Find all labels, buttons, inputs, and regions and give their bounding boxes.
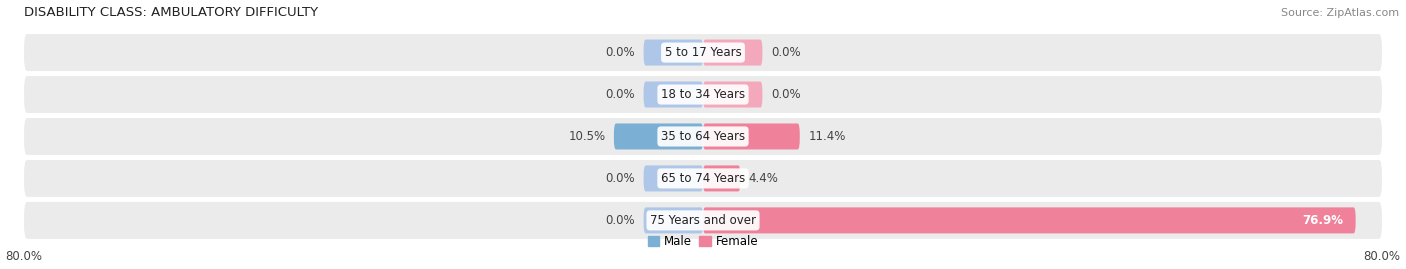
Text: 0.0%: 0.0%	[606, 88, 636, 101]
Text: 35 to 64 Years: 35 to 64 Years	[661, 130, 745, 143]
FancyBboxPatch shape	[644, 82, 703, 108]
Text: Source: ZipAtlas.com: Source: ZipAtlas.com	[1281, 8, 1399, 18]
Text: 76.9%: 76.9%	[1302, 214, 1343, 227]
FancyBboxPatch shape	[703, 207, 1355, 233]
Text: 75 Years and over: 75 Years and over	[650, 214, 756, 227]
FancyBboxPatch shape	[644, 207, 703, 233]
Text: DISABILITY CLASS: AMBULATORY DIFFICULTY: DISABILITY CLASS: AMBULATORY DIFFICULTY	[24, 6, 318, 19]
FancyBboxPatch shape	[703, 123, 800, 150]
FancyBboxPatch shape	[644, 40, 703, 66]
Text: 0.0%: 0.0%	[770, 46, 800, 59]
Text: 0.0%: 0.0%	[606, 46, 636, 59]
Text: 4.4%: 4.4%	[749, 172, 779, 185]
FancyBboxPatch shape	[24, 202, 1382, 239]
FancyBboxPatch shape	[703, 165, 741, 192]
FancyBboxPatch shape	[24, 76, 1382, 113]
Text: 11.4%: 11.4%	[808, 130, 845, 143]
Legend: Male, Female: Male, Female	[643, 231, 763, 253]
Text: 0.0%: 0.0%	[606, 172, 636, 185]
FancyBboxPatch shape	[703, 82, 762, 108]
FancyBboxPatch shape	[614, 123, 703, 150]
FancyBboxPatch shape	[644, 165, 703, 192]
FancyBboxPatch shape	[24, 118, 1382, 155]
Text: 5 to 17 Years: 5 to 17 Years	[665, 46, 741, 59]
Text: 65 to 74 Years: 65 to 74 Years	[661, 172, 745, 185]
FancyBboxPatch shape	[24, 160, 1382, 197]
Text: 18 to 34 Years: 18 to 34 Years	[661, 88, 745, 101]
FancyBboxPatch shape	[703, 40, 762, 66]
Text: 0.0%: 0.0%	[606, 214, 636, 227]
FancyBboxPatch shape	[24, 34, 1382, 71]
Text: 10.5%: 10.5%	[568, 130, 606, 143]
Text: 0.0%: 0.0%	[770, 88, 800, 101]
